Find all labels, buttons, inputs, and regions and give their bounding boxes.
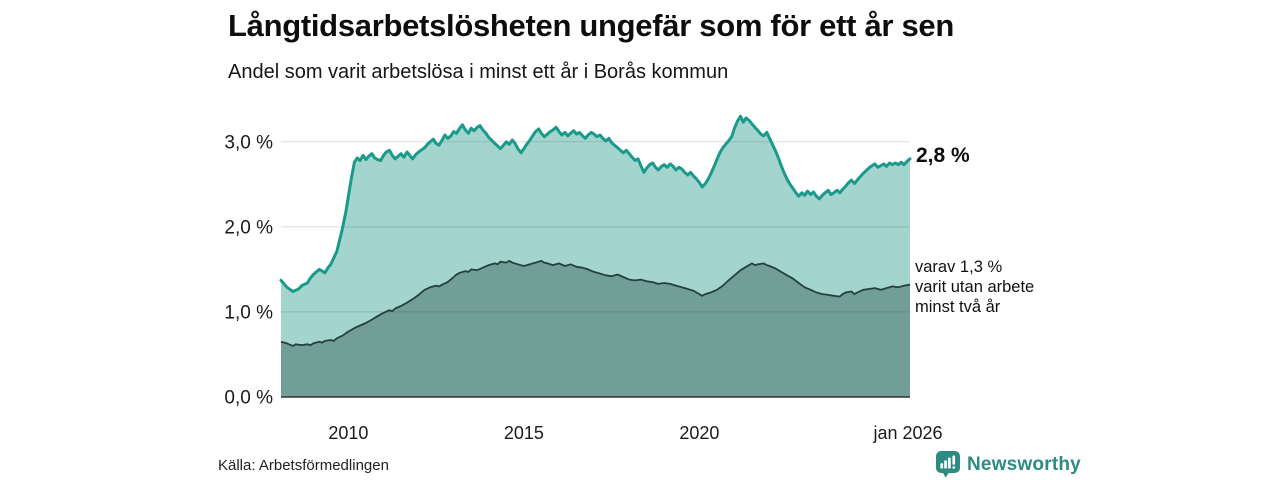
- newsworthy-chart-bubble-icon: [936, 451, 960, 478]
- svg-text:2015: 2015: [504, 423, 544, 443]
- svg-text:jan 2026: jan 2026: [872, 423, 942, 443]
- source-note: Källa: Arbetsförmedlingen: [218, 457, 389, 474]
- latest-value-annotation: 2,8 %: [916, 144, 970, 167]
- svg-text:2020: 2020: [679, 423, 719, 443]
- svg-text:1,0 %: 1,0 %: [224, 302, 273, 323]
- page-title: Långtidsarbetslösheten ungefär som för e…: [228, 8, 955, 43]
- secondary-annotation-line-1: varav 1,3 %: [915, 258, 1003, 276]
- secondary-annotation: varav 1,3 % varit utan arbete minst två …: [915, 257, 1034, 317]
- svg-text:3,0 %: 3,0 %: [224, 132, 273, 153]
- secondary-annotation-line-3: minst två år: [915, 298, 1001, 316]
- secondary-annotation-line-2: varit utan arbete: [915, 278, 1035, 296]
- page-subtitle: Andel som varit arbetslösa i minst ett å…: [228, 61, 729, 83]
- newsworthy-logo: Newsworthy: [936, 451, 1081, 478]
- svg-text:2010: 2010: [328, 423, 368, 443]
- newsworthy-wordmark: Newsworthy: [967, 453, 1081, 475]
- svg-text:2,0 %: 2,0 %: [224, 217, 273, 238]
- svg-text:0,0 %: 0,0 %: [224, 388, 273, 409]
